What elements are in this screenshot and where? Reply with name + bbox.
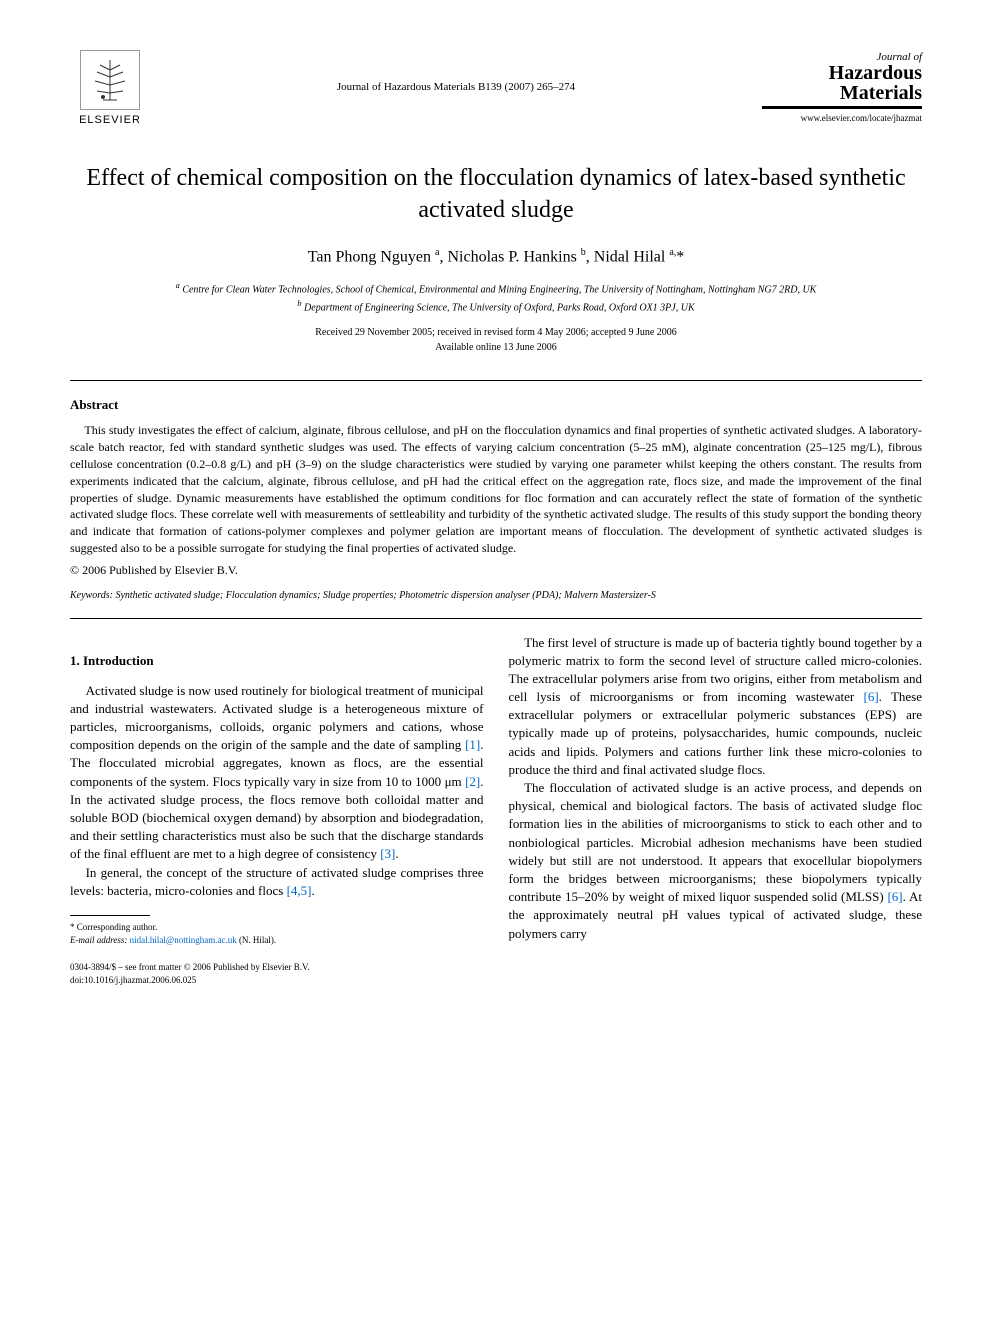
divider [70, 380, 922, 381]
journal-name-1: Hazardous [762, 63, 922, 83]
abstract-heading: Abstract [70, 396, 922, 414]
ref-link-1[interactable]: [1] [465, 737, 480, 752]
footer: 0304-3894/$ – see front matter © 2006 Pu… [70, 961, 484, 986]
copyright: © 2006 Published by Elsevier B.V. [70, 562, 922, 579]
article-title: Effect of chemical composition on the fl… [70, 163, 922, 225]
body-columns: 1. Introduction Activated sludge is now … [70, 634, 922, 987]
abstract-text: This study investigates the effect of ca… [70, 422, 922, 556]
keywords-label: Keywords: [70, 590, 113, 601]
email-label: E-mail address: [70, 935, 127, 945]
online-date: Available online 13 June 2006 [435, 342, 556, 353]
ref-link-45[interactable]: [4,5] [287, 883, 312, 898]
section-1-heading: 1. Introduction [70, 652, 484, 670]
ref-link-6b[interactable]: [6] [887, 889, 902, 904]
corresponding-author: * Corresponding author. [70, 921, 484, 934]
header-row: ELSEVIER Journal of Hazardous Materials … [70, 50, 922, 128]
affiliation-a: Centre for Clean Water Technologies, Sch… [182, 285, 816, 296]
journal-reference: Journal of Hazardous Materials B139 (200… [150, 50, 762, 95]
keywords: Keywords: Synthetic activated sludge; Fl… [70, 589, 922, 603]
publisher-name: ELSEVIER [79, 113, 141, 128]
email-name: (N. Hilal). [239, 935, 276, 945]
authors: Tan Phong Nguyen a, Nicholas P. Hankins … [70, 246, 922, 269]
elsevier-logo: ELSEVIER [70, 50, 150, 128]
affiliation-b: Department of Engineering Science, The U… [304, 302, 695, 313]
elsevier-tree-icon [80, 50, 140, 110]
footnote: * Corresponding author. E-mail address: … [70, 921, 484, 946]
ref-link-6a[interactable]: [6] [863, 689, 878, 704]
journal-title-box: Journal of Hazardous Materials www.elsev… [762, 50, 922, 125]
footnote-divider [70, 915, 150, 916]
ref-link-2[interactable]: [2] [465, 774, 480, 789]
journal-name-2: Materials [762, 83, 922, 109]
journal-url: www.elsevier.com/locate/jhazmat [762, 112, 922, 125]
article-dates: Received 29 November 2005; received in r… [70, 325, 922, 355]
keywords-text: Synthetic activated sludge; Flocculation… [115, 590, 655, 601]
intro-para-2: In general, the concept of the structure… [70, 864, 484, 900]
divider [70, 618, 922, 619]
doi-line: doi:10.1016/j.jhazmat.2006.06.025 [70, 974, 484, 987]
intro-para-4: The flocculation of activated sludge is … [509, 779, 923, 943]
email-link[interactable]: nidal.hilal@nottingham.ac.uk [130, 935, 237, 945]
intro-para-3: The first level of structure is made up … [509, 634, 923, 780]
affiliations: a Centre for Clean Water Technologies, S… [70, 280, 922, 315]
ref-link-3[interactable]: [3] [380, 846, 395, 861]
received-date: Received 29 November 2005; received in r… [315, 327, 677, 338]
issn-line: 0304-3894/$ – see front matter © 2006 Pu… [70, 961, 484, 974]
intro-para-1: Activated sludge is now used routinely f… [70, 682, 484, 864]
